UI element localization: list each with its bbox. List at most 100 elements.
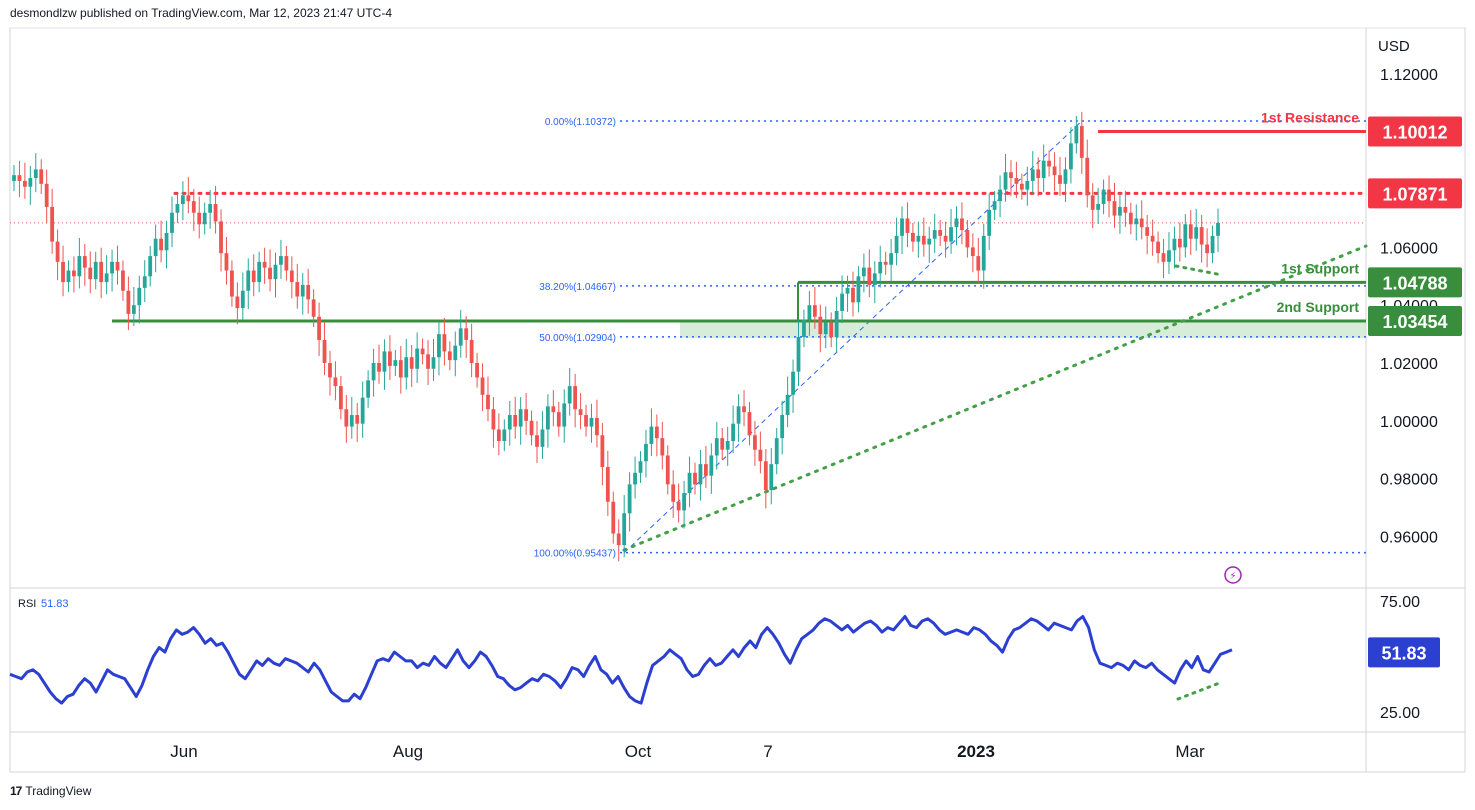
candle <box>447 351 452 361</box>
candle <box>938 230 943 236</box>
candle <box>507 415 512 430</box>
candle <box>295 282 300 297</box>
candle <box>464 328 469 340</box>
candle <box>551 406 556 413</box>
candle <box>360 397 365 424</box>
level-label: 1st Resistance <box>1261 109 1359 125</box>
candle <box>235 296 240 309</box>
candle <box>104 273 109 283</box>
rsi-current-badge <box>1368 637 1440 668</box>
candle <box>1128 212 1133 225</box>
candle <box>1063 169 1068 184</box>
candle <box>1036 169 1041 179</box>
candle <box>388 351 392 366</box>
candle <box>584 415 588 427</box>
candle <box>883 261 888 265</box>
candle <box>720 438 725 450</box>
candle <box>998 189 1002 202</box>
candle <box>420 348 425 355</box>
tradingview-footer[interactable]: 17 TradingView <box>10 784 91 798</box>
candle <box>1134 218 1139 225</box>
candle <box>317 316 321 340</box>
candle <box>1003 172 1008 190</box>
candle <box>1079 126 1084 158</box>
candle <box>398 360 403 378</box>
candle <box>660 438 665 456</box>
candle <box>328 363 332 378</box>
candle <box>1009 172 1013 179</box>
candle <box>802 319 806 337</box>
candle <box>758 449 763 462</box>
price-tick-label: 0.96000 <box>1380 529 1438 546</box>
candle <box>1123 206 1128 213</box>
candle <box>556 412 561 427</box>
rsi-line <box>9 615 1233 705</box>
candle <box>377 363 381 372</box>
candle <box>1030 169 1035 181</box>
candle <box>747 412 752 436</box>
candle <box>496 429 501 442</box>
candle <box>769 464 774 491</box>
candle <box>88 267 93 280</box>
candle <box>99 261 104 283</box>
rsi-current-value: 51.83 <box>1381 643 1426 663</box>
candle <box>1210 235 1215 254</box>
candle <box>785 394 790 416</box>
candle <box>949 227 953 242</box>
candle <box>573 386 578 410</box>
candle <box>780 415 785 439</box>
candle <box>126 290 131 314</box>
candle <box>1156 241 1160 254</box>
candle <box>268 267 272 280</box>
candle <box>1107 189 1111 202</box>
candle <box>131 305 136 314</box>
candle <box>616 533 621 546</box>
candle <box>578 409 583 416</box>
time-tick-label: Oct <box>625 742 652 761</box>
candle <box>562 403 567 427</box>
time-tick-label: Mar <box>1175 742 1205 761</box>
level-badge <box>1368 267 1462 298</box>
candle <box>257 261 262 283</box>
candle <box>960 218 964 231</box>
candle <box>371 363 376 381</box>
candle <box>736 406 741 424</box>
rsi-value-label: 51.83 <box>41 598 69 610</box>
candle <box>861 267 866 277</box>
candle <box>431 357 436 369</box>
candle <box>66 270 71 283</box>
support-zone <box>680 319 1366 338</box>
candle <box>213 204 218 222</box>
candle <box>458 328 463 346</box>
fib-level-label: 38.20%(1.04667) <box>539 282 616 293</box>
candle <box>611 501 616 534</box>
candle <box>137 287 142 306</box>
candle <box>251 270 256 283</box>
candle <box>219 221 223 254</box>
candle <box>164 232 169 251</box>
candle <box>921 235 926 245</box>
candle <box>725 441 730 450</box>
candle <box>698 464 703 485</box>
candle <box>546 406 550 430</box>
candle <box>834 310 839 337</box>
candle <box>77 256 82 277</box>
price-tick-label: 1.12000 <box>1380 67 1438 84</box>
candle <box>927 238 932 245</box>
time-tick-label: 2023 <box>957 742 995 761</box>
price-tick-label: 1.06000 <box>1380 240 1438 257</box>
candle <box>796 336 801 372</box>
candle <box>333 377 338 387</box>
divergence-price-line <box>1174 264 1224 277</box>
candle <box>524 409 529 421</box>
candle <box>44 183 49 207</box>
candle <box>878 261 883 274</box>
candle <box>1101 189 1106 205</box>
candle <box>1019 183 1024 190</box>
candle <box>829 322 834 337</box>
candle <box>818 316 823 335</box>
candle <box>1205 244 1210 254</box>
candle <box>93 261 98 280</box>
candle <box>1096 204 1101 210</box>
